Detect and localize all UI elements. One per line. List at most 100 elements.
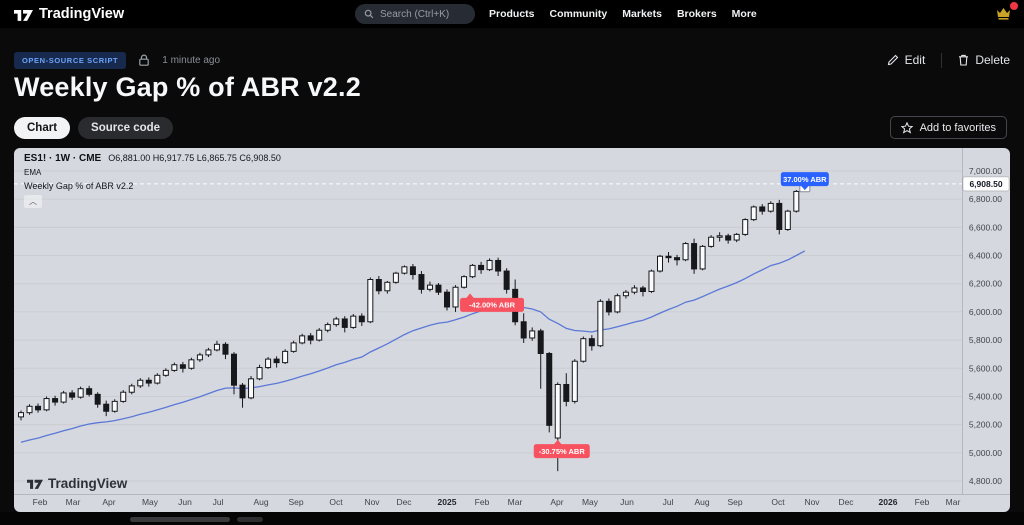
trash-icon	[959, 54, 969, 66]
svg-text:May: May	[142, 497, 159, 507]
main-menu: Products Community Markets Brokers More	[489, 0, 757, 28]
delete-button[interactable]: Delete	[958, 53, 1010, 67]
svg-text:Aug: Aug	[694, 497, 709, 507]
svg-text:5,000.00: 5,000.00	[969, 448, 1002, 458]
add-to-favorites-button[interactable]: Add to favorites	[889, 116, 1007, 139]
ohlc-values: O6,881.00 H6,917.75 L6,865.75 C6,908.50	[108, 153, 281, 163]
svg-text:Sep: Sep	[727, 497, 742, 507]
svg-text:Jul: Jul	[663, 497, 674, 507]
svg-text:Feb: Feb	[33, 497, 48, 507]
indicator-weekly-gap[interactable]: Weekly Gap % of ABR v2.2	[24, 181, 134, 191]
svg-text:Nov: Nov	[804, 497, 820, 507]
menu-item-community[interactable]: Community	[549, 8, 608, 20]
svg-text:Dec: Dec	[838, 497, 854, 507]
svg-text:-42.00% ABR: -42.00% ABR	[469, 301, 516, 310]
tabs-row: Chart Source code Add to favorites	[14, 116, 1007, 139]
search-icon	[364, 9, 374, 19]
svg-text:-30.75% ABR: -30.75% ABR	[539, 447, 586, 456]
divider	[941, 52, 943, 68]
lock-icon	[138, 54, 150, 67]
svg-text:6,400.00: 6,400.00	[969, 251, 1002, 261]
user-avatar-icon	[997, 8, 1010, 20]
abr-label: -30.75% ABR	[533, 439, 590, 459]
svg-text:Mar: Mar	[66, 497, 81, 507]
notification-dot	[1010, 2, 1018, 10]
chart-card: 37.00% ABR -42.00% ABR -30.75% ABR 7,000.00…	[14, 148, 1010, 512]
chart-watermark: TradingView	[27, 476, 127, 491]
menu-item-more[interactable]: More	[731, 8, 757, 20]
svg-text:Aug: Aug	[253, 497, 268, 507]
svg-text:Oct: Oct	[771, 497, 785, 507]
symbol-title[interactable]: ES1! · 1W · CME	[24, 153, 102, 164]
page-title: Weekly Gap % of ABR v2.2	[14, 72, 361, 102]
edit-label: Edit	[904, 53, 926, 67]
tradingview-watermark-icon	[27, 479, 43, 489]
search-input[interactable]: Search (Ctrl+K)	[355, 4, 475, 24]
gridlines	[14, 170, 962, 482]
svg-text:May: May	[582, 497, 599, 507]
horizontal-scrollbar	[0, 512, 1024, 525]
svg-text:6,000.00: 6,000.00	[969, 307, 1002, 317]
menu-item-products[interactable]: Products	[489, 8, 535, 20]
svg-text:4,800.00: 4,800.00	[969, 476, 1002, 486]
svg-text:7,000.00: 7,000.00	[969, 166, 1002, 176]
svg-text:Mar: Mar	[946, 497, 961, 507]
updated-time: 1 minute ago	[162, 54, 221, 66]
script-header: OPEN-SOURCE SCRIPT 1 minute ago Edit	[14, 50, 1010, 70]
svg-text:5,600.00: 5,600.00	[969, 363, 1002, 373]
svg-text:Nov: Nov	[364, 497, 380, 507]
svg-text:Oct: Oct	[329, 497, 343, 507]
ema-line	[20, 250, 806, 443]
brand-name: TradingView	[39, 6, 125, 22]
top-navbar: TradingView Search (Ctrl+K) Products Com…	[0, 0, 1024, 28]
candles[interactable]	[18, 182, 808, 472]
tradingview-logo-icon	[14, 9, 33, 21]
svg-text:Feb: Feb	[475, 497, 490, 507]
search-placeholder: Search (Ctrl+K)	[380, 8, 450, 20]
add-to-favorites-label: Add to favorites	[919, 121, 996, 134]
svg-text:2025: 2025	[438, 497, 457, 507]
open-source-script-badge: OPEN-SOURCE SCRIPT	[14, 51, 127, 69]
svg-text:Apr: Apr	[550, 497, 563, 507]
svg-text:Feb: Feb	[915, 497, 930, 507]
svg-text:Jul: Jul	[213, 497, 224, 507]
menu-item-markets[interactable]: Markets	[622, 8, 662, 20]
tab-chart[interactable]: Chart	[14, 116, 71, 139]
price-axis[interactable]: 7,000.00 6,800.00 6,600.00 6,400.00 6,200.00…	[962, 166, 1010, 486]
pencil-icon	[887, 54, 898, 66]
edit-button[interactable]: Edit	[887, 53, 926, 67]
indicator-ema[interactable]: EMA	[24, 168, 42, 177]
price-chart[interactable]: 37.00% ABR -42.00% ABR -30.75% ABR 7,000.00…	[14, 148, 1010, 512]
tab-source-code[interactable]: Source code	[78, 116, 174, 139]
svg-text:6,908.50: 6,908.50	[969, 179, 1002, 189]
user-menu[interactable]	[996, 2, 1018, 22]
abr-label: -42.00% ABR	[460, 293, 525, 312]
star-icon	[900, 121, 913, 134]
svg-text:Mar: Mar	[508, 497, 523, 507]
svg-text:Jun: Jun	[178, 497, 192, 507]
menu-item-brokers[interactable]: Brokers	[676, 8, 717, 20]
svg-text:6,600.00: 6,600.00	[969, 222, 1002, 232]
svg-text:5,400.00: 5,400.00	[969, 391, 1002, 401]
scrollbar-thumb[interactable]	[130, 517, 230, 522]
svg-text:Apr: Apr	[102, 497, 115, 507]
time-axis[interactable]: Feb Mar Apr May Jun Jul Aug Sep Oct Nov Dec 2025 Feb…	[33, 497, 961, 507]
svg-text:Jun: Jun	[620, 497, 634, 507]
watermark-label: TradingView	[48, 476, 128, 491]
delete-label: Delete	[975, 53, 1010, 67]
abr-label: 37.00% ABR	[780, 172, 829, 191]
svg-text:Sep: Sep	[288, 497, 303, 507]
scrollbar-thumb-small[interactable]	[237, 517, 263, 522]
svg-text:2026: 2026	[879, 497, 898, 507]
svg-text:5,800.00: 5,800.00	[969, 335, 1002, 345]
svg-text:6,800.00: 6,800.00	[969, 194, 1002, 204]
collapse-legend-button[interactable]: ︿	[24, 195, 42, 208]
svg-text:5,200.00: 5,200.00	[969, 420, 1002, 430]
tradingview-logo[interactable]: TradingView	[14, 0, 124, 28]
svg-text:Dec: Dec	[396, 497, 412, 507]
last-price-tag	[962, 176, 1010, 192]
chart-legend: ES1! · 1W · CME O6,881.00 H6,917.75 L6,86…	[24, 153, 281, 208]
svg-text:6,200.00: 6,200.00	[969, 279, 1002, 289]
svg-text:37.00% ABR: 37.00% ABR	[783, 175, 827, 184]
